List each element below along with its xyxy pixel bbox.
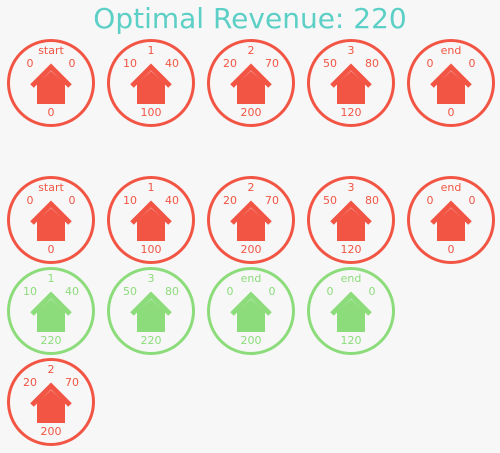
house-icon <box>430 200 472 241</box>
node-end-time: 0 <box>268 285 276 298</box>
node-value: 0 <box>447 106 455 119</box>
node-name: 1 <box>147 44 155 57</box>
node-end-time: 70 <box>265 57 279 70</box>
node-start-time: 10 <box>123 194 137 207</box>
node-start-time: 0 <box>226 285 234 298</box>
node-name: 3 <box>347 181 355 194</box>
node-name: 2 <box>247 181 255 194</box>
node-value: 120 <box>340 106 362 119</box>
node-value: 0 <box>47 243 55 256</box>
schedule-node: 3 50 80 120 <box>307 176 395 264</box>
node-start-time: 0 <box>426 57 434 70</box>
schedule-node: start 0 0 0 <box>7 176 95 264</box>
node-value: 200 <box>40 425 62 438</box>
node-end-time: 80 <box>365 194 379 207</box>
node-start-time: 50 <box>323 194 337 207</box>
node-start-time: 50 <box>323 57 337 70</box>
node-value: 0 <box>447 243 455 256</box>
house-icon <box>30 63 72 104</box>
house-icon <box>330 63 372 104</box>
node-start-time: 20 <box>223 57 237 70</box>
schedule-node: start 0 0 0 <box>7 39 95 127</box>
node-start-time: 20 <box>223 194 237 207</box>
node-end-time: 70 <box>65 376 79 389</box>
house-icon <box>130 291 172 332</box>
node-value: 120 <box>340 243 362 256</box>
node-end-time: 70 <box>265 194 279 207</box>
node-start-time: 0 <box>326 285 334 298</box>
house-icon <box>130 63 172 104</box>
house-icon <box>30 291 72 332</box>
node-end-time: 0 <box>468 57 476 70</box>
schedule-node: 2 20 70 200 <box>207 176 295 264</box>
schedule-node: 1 10 40 100 <box>107 176 195 264</box>
node-name: end <box>440 44 462 57</box>
node-name: start <box>38 44 64 57</box>
node-value: 200 <box>240 106 262 119</box>
node-end-time: 40 <box>165 57 179 70</box>
node-end-time: 80 <box>165 285 179 298</box>
node-name: 1 <box>47 272 55 285</box>
node-start-time: 0 <box>26 57 34 70</box>
schedule-node: 3 50 80 120 <box>307 39 395 127</box>
house-icon <box>230 63 272 104</box>
house-icon <box>330 291 372 332</box>
schedule-node: end 0 0 120 <box>307 267 395 355</box>
house-icon <box>30 200 72 241</box>
house-icon <box>30 382 72 423</box>
node-start-time: 0 <box>26 194 34 207</box>
schedule-node: 1 10 40 100 <box>107 39 195 127</box>
node-name: end <box>340 272 362 285</box>
schedule-node: 3 50 80 220 <box>107 267 195 355</box>
house-icon <box>130 200 172 241</box>
node-start-time: 50 <box>123 285 137 298</box>
node-name: 1 <box>147 181 155 194</box>
schedule-node: 2 20 70 200 <box>207 39 295 127</box>
house-icon <box>230 200 272 241</box>
node-value: 100 <box>140 243 162 256</box>
node-name: end <box>440 181 462 194</box>
node-name: 2 <box>247 44 255 57</box>
node-value: 120 <box>340 334 362 347</box>
house-icon <box>330 200 372 241</box>
page-title: Optimal Revenue: 220 <box>93 2 407 35</box>
node-name: end <box>240 272 262 285</box>
node-value: 220 <box>140 334 162 347</box>
node-end-time: 40 <box>65 285 79 298</box>
node-end-time: 0 <box>68 57 76 70</box>
node-start-time: 20 <box>23 376 37 389</box>
node-start-time: 0 <box>426 194 434 207</box>
schedule-node: end 0 0 0 <box>407 39 495 127</box>
node-value: 100 <box>140 106 162 119</box>
node-name: start <box>38 181 64 194</box>
node-start-time: 10 <box>23 285 37 298</box>
node-end-time: 0 <box>368 285 376 298</box>
schedule-node: end 0 0 200 <box>207 267 295 355</box>
house-icon <box>230 291 272 332</box>
node-end-time: 0 <box>468 194 476 207</box>
schedule-node: end 0 0 0 <box>407 176 495 264</box>
schedule-node: 1 10 40 220 <box>7 267 95 355</box>
node-end-time: 40 <box>165 194 179 207</box>
node-name: 3 <box>347 44 355 57</box>
node-value: 200 <box>240 334 262 347</box>
house-icon <box>430 63 472 104</box>
node-value: 220 <box>40 334 62 347</box>
node-name: 2 <box>47 363 55 376</box>
node-value: 0 <box>47 106 55 119</box>
schedule-node: 2 20 70 200 <box>7 358 95 446</box>
node-start-time: 10 <box>123 57 137 70</box>
node-end-time: 0 <box>68 194 76 207</box>
node-end-time: 80 <box>365 57 379 70</box>
node-value: 200 <box>240 243 262 256</box>
node-name: 3 <box>147 272 155 285</box>
